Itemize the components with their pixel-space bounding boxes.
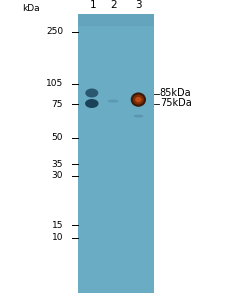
Text: 2: 2: [110, 0, 117, 10]
FancyBboxPatch shape: [78, 14, 154, 292]
Text: 10: 10: [52, 233, 63, 242]
Ellipse shape: [85, 99, 99, 108]
Text: 15: 15: [52, 220, 63, 230]
Text: 30: 30: [52, 171, 63, 180]
Text: 50: 50: [52, 134, 63, 142]
Text: 250: 250: [46, 27, 63, 36]
Ellipse shape: [108, 100, 119, 103]
Ellipse shape: [135, 97, 142, 102]
Text: 3: 3: [135, 0, 142, 10]
Text: 85kDa: 85kDa: [160, 88, 191, 98]
Text: 75kDa: 75kDa: [160, 98, 191, 109]
Text: 75: 75: [52, 100, 63, 109]
Ellipse shape: [131, 92, 146, 107]
Text: 35: 35: [52, 160, 63, 169]
Text: 105: 105: [46, 80, 63, 88]
Text: kDa: kDa: [22, 4, 40, 13]
Ellipse shape: [133, 115, 143, 118]
Text: 1: 1: [90, 0, 97, 10]
Ellipse shape: [133, 94, 144, 105]
FancyBboxPatch shape: [78, 14, 154, 26]
Ellipse shape: [85, 88, 98, 98]
